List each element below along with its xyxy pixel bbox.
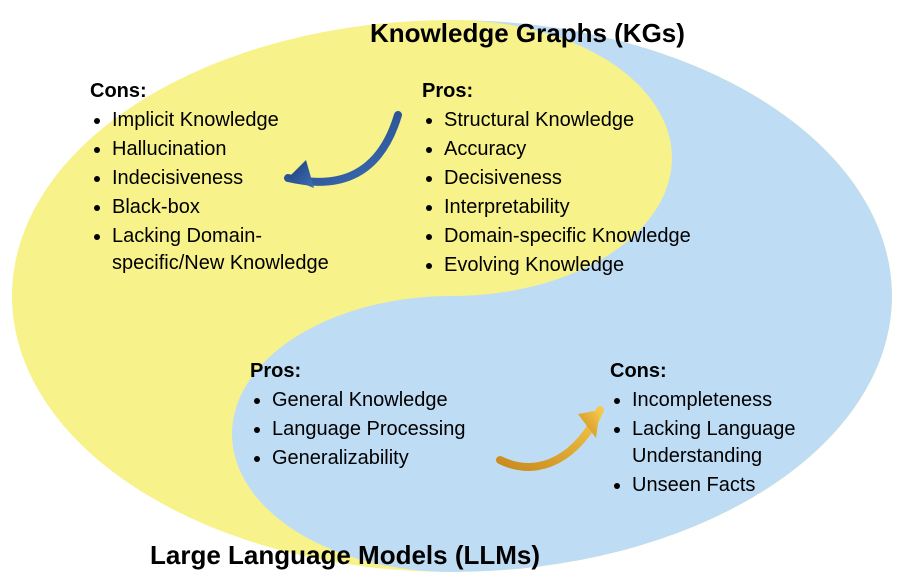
list-item: Lacking LanguageUnderstanding [632, 416, 795, 470]
list-item: Structural Knowledge [444, 107, 691, 134]
llm-pros-list: General KnowledgeLanguage ProcessingGene… [250, 387, 465, 472]
title-large-language-models: Large Language Models (LLMs) [150, 540, 540, 571]
list-item: Accuracy [444, 136, 691, 163]
kg-cons-header: Cons: [610, 360, 795, 383]
llm-cons-block: Cons: Implicit KnowledgeHallucinationInd… [90, 80, 329, 279]
diagram-root: Knowledge Graphs (KGs) Large Language Mo… [0, 0, 904, 585]
list-item: Language Processing [272, 416, 465, 443]
list-item: Indecisiveness [112, 165, 329, 192]
list-item: Hallucination [112, 136, 329, 163]
kg-cons-block: Cons: IncompletenessLacking LanguageUnde… [610, 360, 795, 501]
list-item: Interpretability [444, 194, 691, 221]
list-item: Unseen Facts [632, 472, 795, 499]
llm-pros-header: Pros: [250, 360, 465, 383]
llm-pros-block: Pros: General KnowledgeLanguage Processi… [250, 360, 465, 474]
list-item: General Knowledge [272, 387, 465, 414]
kg-pros-block: Pros: Structural KnowledgeAccuracyDecisi… [422, 80, 691, 281]
list-item: Generalizability [272, 445, 465, 472]
kg-cons-list: IncompletenessLacking LanguageUnderstand… [610, 387, 795, 499]
llm-cons-list: Implicit KnowledgeHallucinationIndecisiv… [90, 107, 329, 277]
title-knowledge-graphs: Knowledge Graphs (KGs) [370, 18, 685, 49]
list-item: Lacking Domain-specific/New Knowledge [112, 223, 329, 277]
kg-pros-header: Pros: [422, 80, 691, 103]
kg-pros-list: Structural KnowledgeAccuracyDecisiveness… [422, 107, 691, 279]
list-item: Domain-specific Knowledge [444, 223, 691, 250]
list-item: Decisiveness [444, 165, 691, 192]
list-item: Black-box [112, 194, 329, 221]
llm-cons-header: Cons: [90, 80, 329, 103]
list-item: Incompleteness [632, 387, 795, 414]
list-item: Evolving Knowledge [444, 252, 691, 279]
list-item: Implicit Knowledge [112, 107, 329, 134]
